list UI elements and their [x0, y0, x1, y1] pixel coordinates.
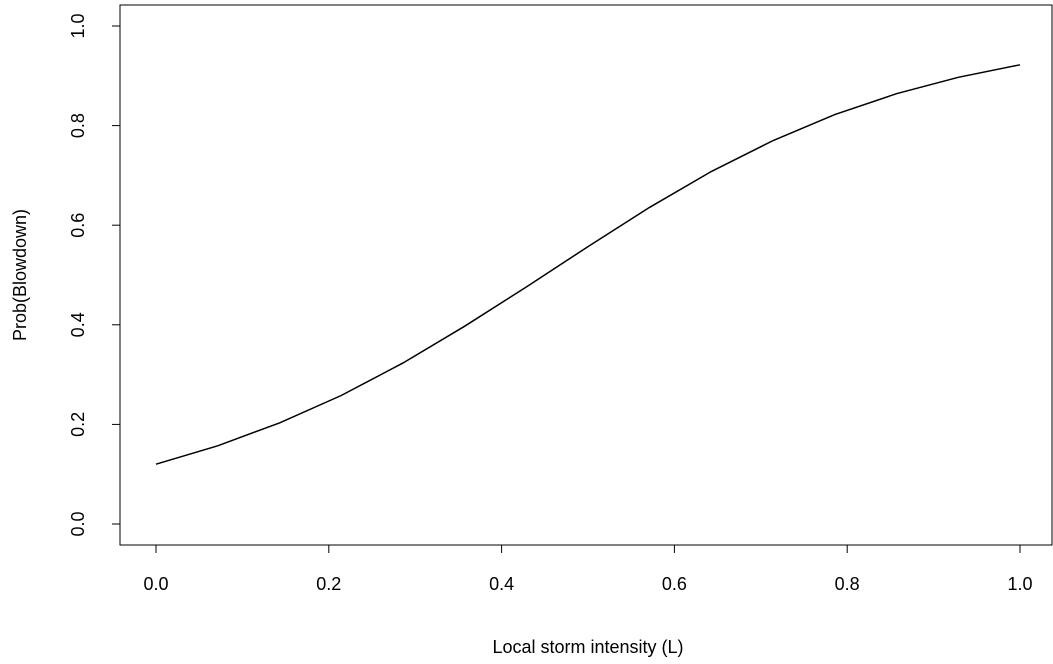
y-tick-label: 0.8 — [68, 113, 88, 138]
x-axis-label: Local storm intensity (L) — [492, 637, 683, 657]
series-layer — [155, 64, 1021, 465]
x-tick-label: 1.0 — [1007, 574, 1032, 594]
y-tick-label: 0.0 — [68, 511, 88, 536]
y-tick-label: 0.2 — [68, 412, 88, 437]
y-tick-label: 0.6 — [68, 213, 88, 238]
x-tick-label: 0.8 — [835, 574, 860, 594]
y-tick-label: 0.4 — [68, 312, 88, 337]
x-tick-label: 0.4 — [489, 574, 514, 594]
x-tick-label: 0.0 — [143, 574, 168, 594]
x-tick-label: 0.2 — [316, 574, 341, 594]
y-tick-label: 1.0 — [68, 13, 88, 38]
series-line — [155, 64, 1021, 465]
y-axis-label: Prob(Blowdown) — [10, 209, 30, 341]
x-tick-label: 0.6 — [662, 574, 687, 594]
plot-frame — [119, 4, 1053, 546]
y-axis: 0.0 0.2 0.4 0.6 0.8 1.0 — [68, 13, 121, 537]
x-axis: 0.0 0.2 0.4 0.6 0.8 1.0 — [143, 544, 1033, 594]
